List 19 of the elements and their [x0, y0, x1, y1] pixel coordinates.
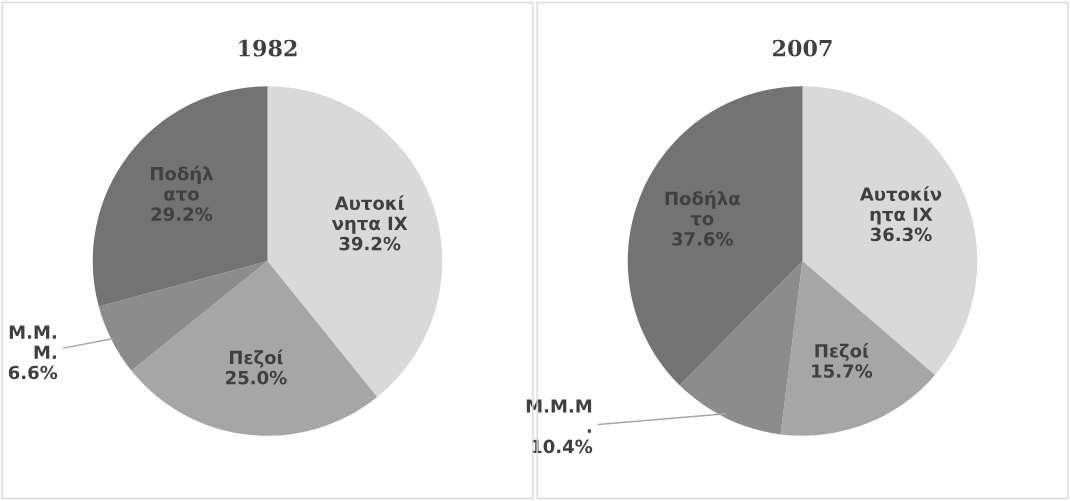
data-label: 25.0%	[226, 370, 287, 385]
data-label: 39.2%	[339, 236, 401, 251]
slice-label: Αυτοκίν ητα ΙΧ	[859, 186, 942, 225]
slice-label: Μ.Μ. Μ.	[9, 325, 56, 359]
chart-title: 2007	[773, 39, 832, 57]
slice-label: Πεζοί	[229, 349, 283, 368]
pie-slice	[627, 86, 803, 386]
data-label: 6.6%	[8, 365, 58, 380]
slice-label: Πεζοί	[815, 342, 869, 362]
data-label: 15.7%	[812, 364, 873, 378]
data-label: 10.4%	[532, 439, 593, 454]
chart-title: 1982	[239, 39, 297, 57]
pie-slice	[679, 261, 803, 435]
slice-label: Αυτοκί νητα ΙΧ	[331, 195, 408, 234]
slice-label: Μ.Μ.Μ .	[526, 399, 592, 433]
pie-slice	[92, 86, 268, 307]
data-label: 36.3%	[870, 227, 932, 242]
pie-slice	[780, 261, 936, 436]
pie-slice	[131, 261, 378, 436]
